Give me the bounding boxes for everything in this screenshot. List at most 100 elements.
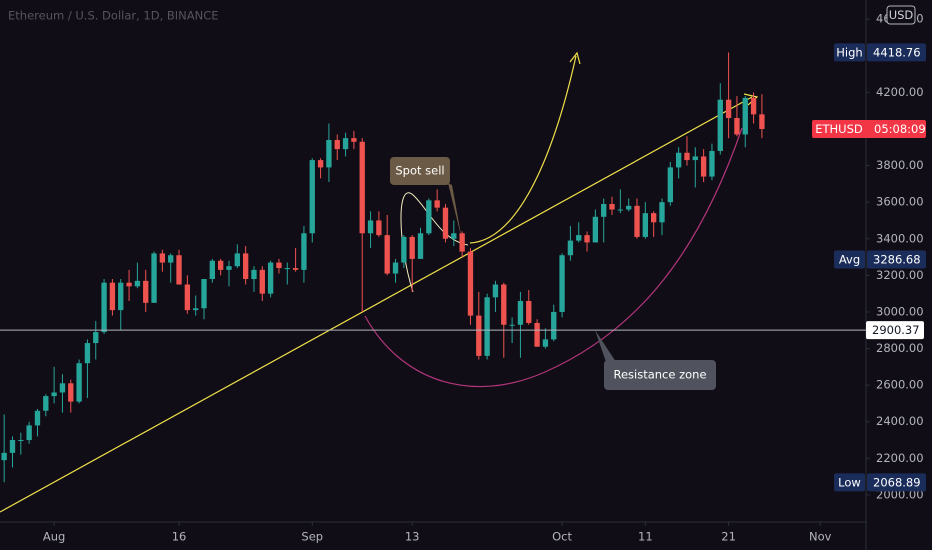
candle-body xyxy=(526,300,532,323)
candle-body xyxy=(684,152,690,161)
candle-body xyxy=(76,363,82,402)
candle-body xyxy=(376,220,382,236)
x-tick-label: 11 xyxy=(638,530,653,544)
candle-body xyxy=(151,253,157,303)
y-tick-label: 3200.00 xyxy=(876,268,924,282)
marker-value-box xyxy=(867,250,926,269)
candle-body xyxy=(176,255,182,285)
candle-body xyxy=(592,216,599,243)
candle-body xyxy=(734,118,740,135)
candle-body xyxy=(334,139,340,150)
marker-label-box xyxy=(834,250,865,269)
candle-body xyxy=(451,233,457,239)
candle-body xyxy=(159,253,166,263)
candle-body xyxy=(559,255,565,312)
chart-title: Ethereum / U.S. Dollar, 1D, BINANCE xyxy=(8,9,219,23)
candle-body xyxy=(417,233,424,259)
hline-label-box xyxy=(866,321,924,340)
x-tick-label: 16 xyxy=(172,530,187,544)
candle-body xyxy=(409,236,415,259)
candle-body xyxy=(1,452,7,461)
trend-line xyxy=(0,96,753,513)
candle-body xyxy=(168,255,174,263)
candle-body xyxy=(184,284,191,311)
callout-box xyxy=(604,360,716,390)
candle-body xyxy=(26,425,32,441)
candle-body xyxy=(609,204,615,210)
candle-body xyxy=(667,167,673,203)
last-price-box xyxy=(812,119,926,138)
candle-body xyxy=(675,152,682,168)
x-tick-label: Sep xyxy=(301,530,323,544)
candle-body xyxy=(750,97,757,115)
candle-body xyxy=(109,282,116,311)
currency-badge xyxy=(886,5,916,25)
candle-body xyxy=(259,269,265,294)
marker-value-box xyxy=(867,43,926,62)
candle-body xyxy=(642,213,649,237)
candle-body xyxy=(401,236,407,263)
marker-label: High xyxy=(836,45,862,59)
candle-body xyxy=(301,233,307,270)
candle-body xyxy=(351,138,357,142)
countdown: 05:08:09 xyxy=(874,122,926,136)
y-tick-label: 3600.00 xyxy=(876,195,924,209)
candle-body xyxy=(392,262,399,274)
candle-body xyxy=(476,315,482,356)
candle-body xyxy=(709,150,715,177)
candle-body xyxy=(251,269,257,280)
annotation: Spot sell xyxy=(395,164,444,178)
price-axis: 2000.002200.002400.002600.002800.003000.… xyxy=(812,12,926,501)
candle-body xyxy=(134,280,141,287)
marker-value: 4418.76 xyxy=(873,45,921,59)
candle-body xyxy=(292,268,299,270)
y-tick-label: 2800.00 xyxy=(876,341,924,355)
marker-value: 2068.89 xyxy=(873,475,921,489)
candle-body xyxy=(242,253,249,280)
projection-curve xyxy=(469,55,577,244)
candle-body xyxy=(534,322,540,347)
y-tick-label: 3800.00 xyxy=(876,158,924,172)
candle-body xyxy=(742,97,748,135)
candle-body xyxy=(576,235,582,241)
drawings: Spot sell Resistance zone xyxy=(0,51,759,513)
marker-value-box xyxy=(867,473,926,492)
callout-pointer xyxy=(595,330,616,362)
candle-body xyxy=(551,311,557,340)
candle-body xyxy=(700,156,707,177)
candle-body xyxy=(692,156,698,161)
y-tick-label: 2400.00 xyxy=(876,414,924,428)
candle-body xyxy=(68,383,74,402)
marker-label: Low xyxy=(838,475,861,489)
candle-body xyxy=(367,220,374,234)
candle-body xyxy=(317,160,324,168)
candle-body xyxy=(584,235,590,243)
candle-body xyxy=(209,260,216,280)
candle-body xyxy=(517,300,524,325)
x-tick-label: Oct xyxy=(552,530,572,544)
candle-body xyxy=(601,204,607,217)
callout-box xyxy=(390,157,450,185)
marker-label-box xyxy=(834,43,865,62)
rounding-curve xyxy=(364,127,743,388)
y-tick-label: 2200.00 xyxy=(876,451,924,465)
candle-body xyxy=(84,343,91,364)
candle-body xyxy=(59,383,66,393)
candle-body xyxy=(326,139,332,168)
candle-body xyxy=(284,268,290,270)
candle-body xyxy=(43,396,49,411)
candle-body xyxy=(484,297,490,356)
callout-pointer xyxy=(448,183,462,240)
candle-body xyxy=(567,240,574,256)
candle-body xyxy=(93,332,99,344)
candle-body xyxy=(226,266,232,270)
candle-body xyxy=(359,141,365,234)
currency: USD xyxy=(889,8,914,22)
x-tick-label: Aug xyxy=(43,530,65,544)
candle-body xyxy=(626,205,632,210)
candles xyxy=(0,52,866,483)
y-tick-label: 3000.00 xyxy=(876,304,924,318)
y-tick-label: 2600.00 xyxy=(876,378,924,392)
